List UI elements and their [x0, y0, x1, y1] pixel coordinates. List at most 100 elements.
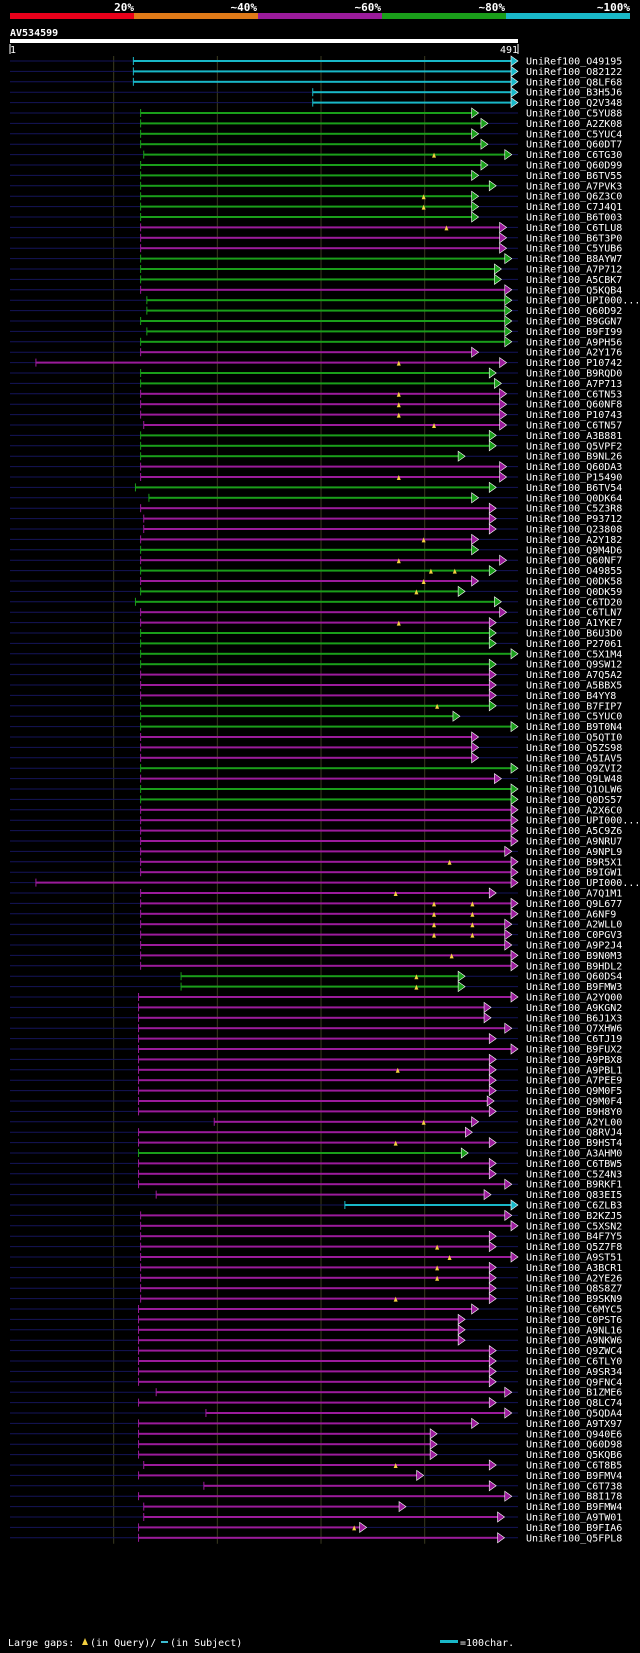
- hit-label[interactable]: UniRef100_A6NF9: [526, 909, 616, 920]
- hit-label[interactable]: UniRef100_A7PEE9: [526, 1076, 622, 1087]
- hit-label[interactable]: UniRef100_Q9M4D6: [526, 545, 622, 556]
- hit-label[interactable]: UniRef100_A9NL16: [526, 1325, 622, 1336]
- hit-label[interactable]: UniRef100_Q5QTI0: [526, 733, 622, 744]
- hit-label[interactable]: UniRef100_A7Q5A2: [526, 670, 622, 681]
- hit-label[interactable]: UniRef100_Q60DT7: [526, 140, 622, 151]
- hit-label[interactable]: UniRef100_Q9L677: [526, 899, 622, 910]
- hit-label[interactable]: UniRef100_B6T003: [526, 213, 622, 224]
- hit-label[interactable]: UniRef100_B9FMV4: [526, 1471, 622, 1482]
- hit-label[interactable]: UniRef100_A1YKE7: [526, 618, 622, 629]
- hit-label[interactable]: UniRef100_A2YL00: [526, 1117, 622, 1128]
- hit-label[interactable]: UniRef100_B9N0M3: [526, 951, 622, 962]
- hit-label[interactable]: UniRef100_C6TBW5: [526, 1159, 622, 1170]
- hit-label[interactable]: UniRef100_UPI000...: [526, 816, 640, 827]
- hit-label[interactable]: UniRef100_A5CBK7: [526, 275, 622, 286]
- hit-label[interactable]: UniRef100_C6TLY0: [526, 1357, 622, 1368]
- hit-label[interactable]: UniRef100_B9FI99: [526, 327, 622, 338]
- hit-label[interactable]: UniRef100_Q60D92: [526, 306, 622, 317]
- hit-label[interactable]: UniRef100_Q8LF68: [526, 77, 622, 88]
- hit-label[interactable]: UniRef100_B8I178: [526, 1492, 622, 1503]
- hit-label[interactable]: UniRef100_B6TV55: [526, 171, 622, 182]
- hit-label[interactable]: UniRef100_B9FMW4: [526, 1502, 622, 1513]
- hit-label[interactable]: UniRef100_P10743: [526, 410, 622, 421]
- hit-label[interactable]: UniRef100_Q5KQB4: [526, 285, 622, 296]
- hit-label[interactable]: UniRef100_B9RKF1: [526, 1180, 622, 1191]
- hit-label[interactable]: UniRef100_Q5ZS98: [526, 743, 622, 754]
- hit-label[interactable]: UniRef100_Q0DS57: [526, 795, 622, 806]
- hit-label[interactable]: UniRef100_Q9LW48: [526, 774, 622, 785]
- hit-label[interactable]: UniRef100_A2YE26: [526, 1273, 622, 1284]
- hit-label[interactable]: UniRef100_Q5FPL8: [526, 1533, 622, 1544]
- hit-label[interactable]: UniRef100_A2WLL0: [526, 920, 622, 931]
- hit-label[interactable]: UniRef100_A9ST51: [526, 1253, 622, 1264]
- hit-label[interactable]: UniRef100_A9KGN2: [526, 1003, 622, 1014]
- hit-label[interactable]: UniRef100_A3BCR1: [526, 1263, 622, 1274]
- hit-label[interactable]: UniRef100_B9HDL2: [526, 961, 622, 972]
- hit-label[interactable]: UniRef100_Q60NF8: [526, 400, 622, 411]
- hit-label[interactable]: UniRef100_B4YY8: [526, 691, 616, 702]
- hit-label[interactable]: UniRef100_A5BBX5: [526, 681, 622, 692]
- hit-label[interactable]: UniRef100_C5YUB6: [526, 244, 622, 255]
- hit-label[interactable]: UniRef100_A7P713: [526, 379, 622, 390]
- hit-label[interactable]: UniRef100_C6TG30: [526, 150, 622, 161]
- hit-label[interactable]: UniRef100_C0PST6: [526, 1315, 622, 1326]
- hit-label[interactable]: UniRef100_A9PBX8: [526, 1055, 622, 1066]
- hit-label[interactable]: UniRef100_C5YUC0: [526, 712, 622, 723]
- hit-label[interactable]: UniRef100_Q8S8Z7: [526, 1284, 622, 1295]
- hit-label[interactable]: UniRef100_A2X6C0: [526, 805, 622, 816]
- hit-label[interactable]: UniRef100_O82122: [526, 67, 622, 78]
- hit-label[interactable]: UniRef100_C5Z3R8: [526, 504, 622, 515]
- hit-label[interactable]: UniRef100_Q0DK64: [526, 493, 622, 504]
- hit-label[interactable]: UniRef100_P10742: [526, 358, 622, 369]
- hit-label[interactable]: UniRef100_A5C9Z6: [526, 826, 622, 837]
- hit-label[interactable]: UniRef100_B2KZJ5: [526, 1211, 622, 1222]
- hit-label[interactable]: UniRef100_C6TJ19: [526, 1034, 622, 1045]
- hit-label[interactable]: UniRef100_Q23808: [526, 525, 622, 536]
- hit-label[interactable]: UniRef100_Q9ZVI2: [526, 764, 622, 775]
- hit-label[interactable]: UniRef100_A9NRU7: [526, 837, 622, 848]
- hit-label[interactable]: UniRef100_C6TN57: [526, 421, 622, 432]
- hit-label[interactable]: UniRef100_A2YQ00: [526, 993, 622, 1004]
- hit-label[interactable]: UniRef100_A9PH56: [526, 337, 622, 348]
- hit-label[interactable]: UniRef100_C5XSN2: [526, 1221, 622, 1232]
- hit-label[interactable]: UniRef100_C5X1M4: [526, 649, 622, 660]
- hit-label[interactable]: UniRef100_Q9M0F4: [526, 1097, 622, 1108]
- hit-label[interactable]: UniRef100_B9FMW3: [526, 982, 622, 993]
- hit-label[interactable]: UniRef100_A9TX97: [526, 1419, 622, 1430]
- hit-label[interactable]: UniRef100_Q5KQB6: [526, 1450, 622, 1461]
- hit-label[interactable]: UniRef100_A9TW01: [526, 1513, 622, 1524]
- hit-label[interactable]: UniRef100_A7P712: [526, 265, 622, 276]
- hit-label[interactable]: UniRef100_C6MYC5: [526, 1305, 622, 1316]
- hit-label[interactable]: UniRef100_B9FIA6: [526, 1523, 622, 1534]
- hit-label[interactable]: UniRef100_C0PGV3: [526, 930, 622, 941]
- hit-label[interactable]: UniRef100_A9NKW6: [526, 1336, 622, 1347]
- hit-label[interactable]: UniRef100_P27061: [526, 639, 622, 650]
- hit-label[interactable]: UniRef100_Q9ZWC4: [526, 1346, 622, 1357]
- hit-label[interactable]: UniRef100_Q7XHW6: [526, 1024, 622, 1035]
- hit-label[interactable]: UniRef100_C6T738: [526, 1481, 622, 1492]
- hit-label[interactable]: UniRef100_Q60NF7: [526, 556, 622, 567]
- hit-label[interactable]: UniRef100_C6TN53: [526, 389, 622, 400]
- hit-label[interactable]: UniRef100_A9P2J4: [526, 941, 622, 952]
- hit-label[interactable]: UniRef100_A9PBL1: [526, 1065, 622, 1076]
- hit-label[interactable]: UniRef100_A7Q1M1: [526, 889, 622, 900]
- hit-label[interactable]: UniRef100_B9T0N4: [526, 722, 622, 733]
- hit-label[interactable]: UniRef100_B9NL26: [526, 452, 622, 463]
- hit-label[interactable]: UniRef100_C6TLU8: [526, 223, 622, 234]
- hit-label[interactable]: UniRef100_Q83EI5: [526, 1190, 622, 1201]
- hit-label[interactable]: UniRef100_A3AHM0: [526, 1149, 622, 1160]
- hit-label[interactable]: UniRef100_P15490: [526, 473, 622, 484]
- hit-label[interactable]: UniRef100_B9IGW1: [526, 868, 622, 879]
- hit-label[interactable]: UniRef100_Q6Z3C0: [526, 192, 622, 203]
- hit-label[interactable]: UniRef100_Q5VPF2: [526, 441, 622, 452]
- hit-label[interactable]: UniRef100_B6T3P0: [526, 233, 622, 244]
- hit-label[interactable]: UniRef100_A9SR34: [526, 1367, 622, 1378]
- hit-label[interactable]: UniRef100_B3H5J6: [526, 88, 622, 99]
- hit-label[interactable]: UniRef100_B1ZME6: [526, 1388, 622, 1399]
- hit-label[interactable]: UniRef100_A2ZK08: [526, 119, 622, 130]
- hit-label[interactable]: UniRef100_Q60D99: [526, 161, 622, 172]
- hit-label[interactable]: UniRef100_P93712: [526, 514, 622, 525]
- hit-label[interactable]: UniRef100_UPI000...: [526, 878, 640, 889]
- hit-label[interactable]: UniRef100_A3B881: [526, 431, 622, 442]
- hit-label[interactable]: UniRef100_A7PVK3: [526, 181, 622, 192]
